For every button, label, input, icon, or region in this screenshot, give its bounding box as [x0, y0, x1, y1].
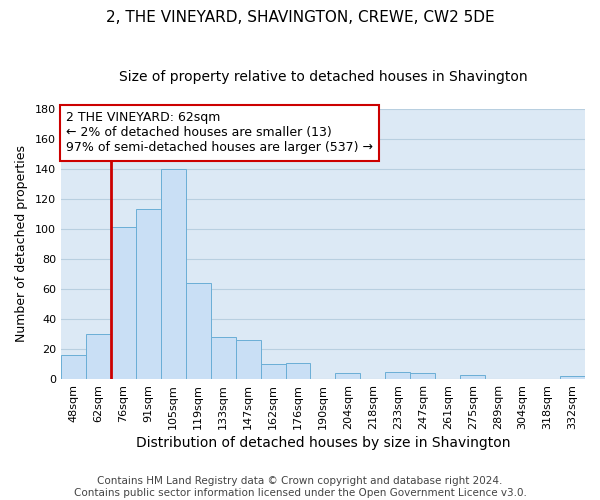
- Bar: [61, 355, 86, 379]
- Bar: [136, 210, 161, 379]
- Bar: [260, 364, 286, 379]
- Bar: [286, 362, 310, 379]
- Y-axis label: Number of detached properties: Number of detached properties: [15, 146, 28, 342]
- Text: 2, THE VINEYARD, SHAVINGTON, CREWE, CW2 5DE: 2, THE VINEYARD, SHAVINGTON, CREWE, CW2 …: [106, 10, 494, 25]
- Bar: [410, 373, 435, 379]
- Bar: [211, 337, 236, 379]
- Bar: [236, 340, 260, 379]
- Bar: [335, 373, 361, 379]
- Bar: [111, 228, 136, 379]
- Bar: [186, 283, 211, 379]
- Bar: [385, 372, 410, 379]
- Text: Contains HM Land Registry data © Crown copyright and database right 2024.
Contai: Contains HM Land Registry data © Crown c…: [74, 476, 526, 498]
- Text: 2 THE VINEYARD: 62sqm
← 2% of detached houses are smaller (13)
97% of semi-detac: 2 THE VINEYARD: 62sqm ← 2% of detached h…: [66, 112, 373, 154]
- Bar: [86, 334, 111, 379]
- X-axis label: Distribution of detached houses by size in Shavington: Distribution of detached houses by size …: [136, 436, 510, 450]
- Bar: [161, 169, 186, 379]
- Bar: [460, 374, 485, 379]
- Title: Size of property relative to detached houses in Shavington: Size of property relative to detached ho…: [119, 70, 527, 84]
- Bar: [560, 376, 585, 379]
